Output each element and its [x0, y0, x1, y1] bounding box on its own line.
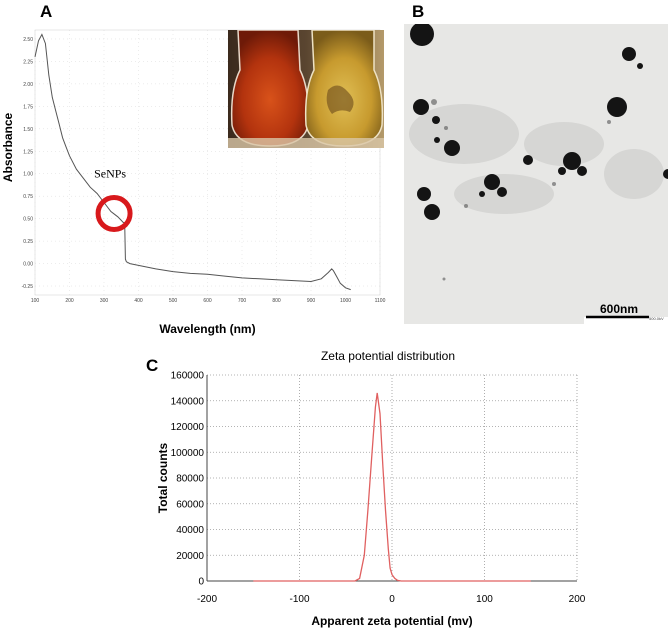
uv-vis-y-tick-label: 2.00 — [23, 82, 33, 88]
zeta-y-tick-label: 140000 — [171, 396, 205, 407]
uv-vis-y-axis-title: Absorbance — [1, 113, 15, 183]
uv-vis-x-tick-label: 700 — [238, 298, 247, 304]
zeta-ticks: -200 -100 0 100 200 0 20000 40000 60000 80000 1000… — [171, 371, 586, 606]
zeta-series-line — [253, 392, 531, 582]
uv-vis-y-tick-label: 0.25 — [23, 239, 33, 245]
zeta-x-tick-label: -200 — [197, 594, 217, 605]
uv-vis-x-tick-label: 800 — [272, 298, 281, 304]
zeta-y-tick-label: 120000 — [171, 422, 205, 433]
zeta-y-tick-label: 60000 — [176, 499, 204, 510]
zeta-grid — [206, 374, 578, 582]
zeta-y-tick-label: 80000 — [176, 474, 204, 485]
zeta-y-tick-label: 40000 — [176, 525, 204, 536]
tem-image — [404, 24, 668, 324]
uv-vis-y-tick-label: 2.50 — [23, 37, 33, 43]
uv-vis-series-line — [34, 33, 351, 291]
uv-vis-y-tick-label: 2.25 — [23, 59, 33, 65]
uv-vis-y-tick-label: 1.00 — [23, 172, 33, 178]
uv-vis-x-tick-label: 900 — [307, 298, 316, 304]
uv-vis-y-tick-label: 1.50 — [23, 127, 33, 133]
uv-vis-x-tick-label: 200 — [65, 298, 74, 304]
uv-vis-x-axis-title: Wavelength (nm) — [159, 322, 255, 336]
uv-vis-x-tick-label: 600 — [203, 298, 212, 304]
uv-vis-y-tick-label: 1.75 — [23, 104, 33, 110]
uv-vis-y-tick-label: 1.25 — [23, 149, 33, 155]
zeta-chart-title: Zeta potential distribution — [321, 349, 455, 363]
uv-vis-y-tick-label: 0.00 — [23, 262, 33, 268]
senps-annotation: SeNPs — [94, 167, 126, 181]
senps-highlight-circle — [95, 195, 133, 232]
zeta-x-tick-label: 200 — [569, 594, 586, 605]
zeta-x-tick-label: 0 — [389, 594, 395, 605]
flask-photo-inset — [228, 30, 384, 148]
uv-vis-y-tick-label: 0.75 — [23, 194, 33, 200]
tem-corner-caption: 500.0kV — [649, 316, 664, 321]
uv-vis-y-tick-label: -0.25 — [22, 284, 34, 290]
uv-vis-ticks: 100 200 300 400 500 600 700 800 900 1000 1100 -0.25… — [22, 37, 386, 304]
zeta-y-tick-label: 160000 — [171, 371, 205, 382]
panel-label-b: B — [412, 2, 425, 21]
tem-micrograph: 600nm 500.0kV — [404, 24, 668, 324]
uv-vis-y-tick-label: 0.50 — [23, 217, 33, 223]
zeta-x-tick-label: -100 — [289, 594, 309, 605]
zeta-y-tick-label: 100000 — [171, 448, 205, 459]
zeta-y-axis-title: Total counts — [156, 442, 170, 513]
uv-vis-x-tick-label: 1000 — [340, 298, 351, 304]
zeta-x-tick-label: 100 — [476, 594, 493, 605]
uv-vis-x-tick-label: 500 — [169, 298, 178, 304]
uv-vis-x-tick-label: 400 — [134, 298, 143, 304]
zeta-y-tick-label: 0 — [198, 577, 204, 588]
zeta-chart: Zeta potential distribution -200 -100 0 100… — [156, 349, 586, 628]
zeta-y-tick-label: 20000 — [176, 551, 204, 562]
flask-photo — [228, 30, 384, 148]
uv-vis-x-tick-label: 100 — [31, 298, 40, 304]
uv-vis-x-tick-label: 1100 — [375, 298, 386, 304]
uv-vis-x-tick-label: 300 — [100, 298, 109, 304]
panel-label-a: A — [40, 2, 53, 21]
zeta-x-axis-title: Apparent zeta potential (mv) — [311, 614, 472, 628]
tem-scale-label: 600nm — [600, 302, 639, 316]
panel-label-c: C — [146, 356, 159, 375]
